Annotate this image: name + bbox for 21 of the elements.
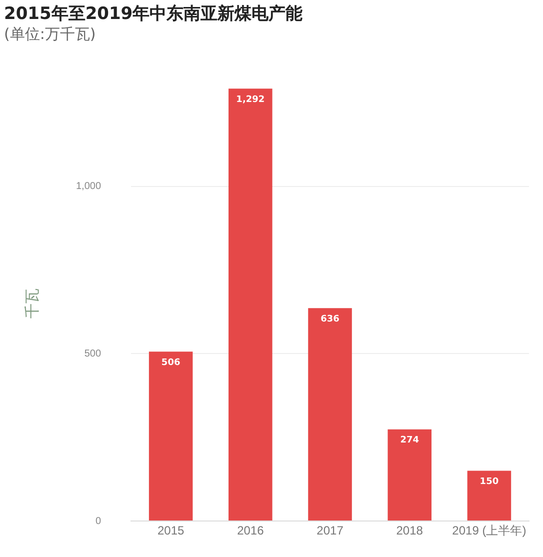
bar bbox=[388, 429, 432, 520]
data-label: 150 bbox=[480, 477, 499, 488]
x-tick-label: 2019 (上半年) bbox=[452, 524, 526, 538]
bar bbox=[228, 88, 272, 520]
y-tick-label: 1,000 bbox=[76, 181, 102, 192]
y-tick-label: 500 bbox=[84, 348, 102, 360]
x-tick-label: 2017 bbox=[316, 524, 344, 538]
bar bbox=[308, 308, 352, 520]
data-label: 1,292 bbox=[236, 95, 265, 106]
y-tick-label: 0 bbox=[95, 516, 102, 527]
chart-title: 2015年至2019年中东南亚新煤电产能 bbox=[4, 3, 303, 25]
bar bbox=[467, 470, 512, 520]
bar bbox=[148, 352, 193, 520]
data-label: 636 bbox=[320, 314, 340, 325]
x-tick-label: 2018 bbox=[396, 524, 424, 538]
chart-subtitle: (单位:万千瓦) bbox=[4, 25, 96, 44]
x-tick-label: 2016 bbox=[237, 524, 264, 538]
y-axis-title: 千瓦 bbox=[24, 288, 42, 318]
data-label: 274 bbox=[400, 436, 420, 446]
data-label: 506 bbox=[161, 358, 180, 368]
x-tick-label: 2015 bbox=[157, 524, 184, 538]
